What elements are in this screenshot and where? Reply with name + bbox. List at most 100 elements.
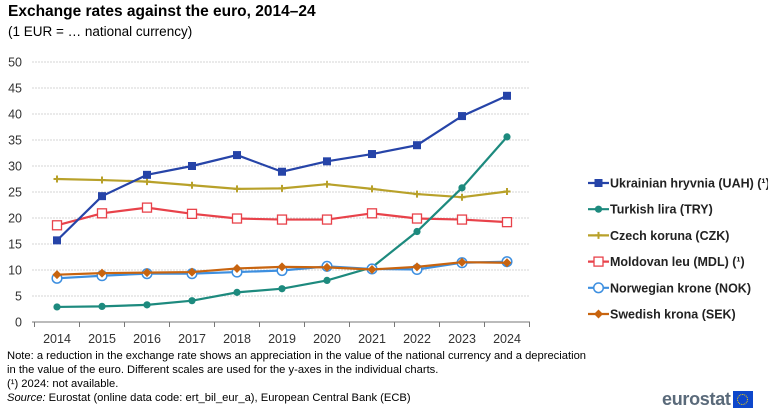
- eurostat-logo: eurostat: [662, 389, 753, 410]
- legend-marker: [592, 282, 605, 294]
- data-point: [456, 214, 468, 225]
- chart-notes: Note: a reduction in the exchange rate s…: [7, 349, 587, 405]
- data-point: [367, 264, 377, 274]
- legend-marker: [594, 309, 603, 319]
- footnote-text: (¹) 2024: not available.: [7, 378, 119, 390]
- data-point: [143, 170, 151, 179]
- data-point: [278, 167, 286, 176]
- y-tick-label: 20: [8, 212, 22, 226]
- x-tick-label: 2014: [43, 332, 71, 346]
- legend-label: Norwegian krone (NOK): [610, 281, 751, 295]
- data-point: [186, 208, 198, 219]
- data-point: [188, 162, 196, 170]
- data-point: [52, 270, 62, 280]
- source-line: Source: Eurostat (online data code: ert_…: [7, 391, 587, 405]
- data-point: [368, 185, 376, 193]
- data-point: [412, 262, 422, 272]
- legend-label: Moldovan leu (MDL) (¹): [610, 255, 745, 269]
- y-tick-label: 15: [8, 238, 22, 252]
- source-label: Source:: [7, 392, 46, 404]
- x-tick-label: 2024: [493, 332, 521, 346]
- legend-label: Swedish krona (SEK): [610, 308, 736, 322]
- data-point: [142, 268, 152, 278]
- y-tick-label: 45: [8, 82, 22, 96]
- legend-label: Ukrainian hryvnia (UAH) (¹): [610, 177, 768, 191]
- data-point: [233, 151, 241, 160]
- data-point: [502, 258, 512, 268]
- data-point: [503, 133, 511, 141]
- logo-text: eurostat: [662, 389, 731, 409]
- y-tick-label: 40: [8, 108, 22, 122]
- data-point: [187, 267, 197, 277]
- data-point: [503, 91, 511, 100]
- data-point: [458, 193, 466, 201]
- chart-subtitle: (1 EUR = … national currency): [8, 24, 193, 39]
- data-point: [458, 184, 466, 192]
- x-tick-label: 2016: [133, 332, 161, 346]
- x-tick-label: 2019: [268, 332, 296, 346]
- chart-title: Exchange rates against the euro, 2014–24: [8, 3, 316, 20]
- data-point: [53, 236, 61, 245]
- data-point: [276, 214, 288, 225]
- y-tick-label: 35: [8, 134, 22, 148]
- data-point: [51, 220, 63, 231]
- x-tick-label: 2022: [403, 332, 431, 346]
- legend-marker: [594, 205, 603, 213]
- data-point: [98, 192, 106, 201]
- data-point: [53, 303, 61, 311]
- data-point: [98, 302, 106, 310]
- data-point: [366, 208, 378, 219]
- x-tick-label: 2023: [448, 332, 476, 346]
- data-point: [96, 208, 108, 219]
- y-tick-label: 5: [15, 290, 22, 304]
- data-point: [188, 181, 196, 189]
- data-point: [413, 190, 421, 198]
- eu-flag-icon: [732, 391, 753, 408]
- data-point: [143, 178, 151, 186]
- data-point: [411, 213, 423, 224]
- data-point: [233, 288, 241, 296]
- x-tick-label: 2018: [223, 332, 251, 346]
- data-point: [141, 202, 153, 213]
- x-tick-label: 2020: [313, 332, 341, 346]
- data-point: [323, 180, 331, 188]
- data-point: [278, 184, 286, 192]
- data-point: [231, 213, 243, 224]
- x-tick-label: 2015: [88, 332, 116, 346]
- legend-marker: [594, 179, 603, 187]
- data-point: [53, 175, 61, 183]
- legend-marker: [595, 231, 602, 239]
- data-point: [323, 157, 331, 166]
- legend-marker: [593, 256, 604, 267]
- legend-label: Czech koruna (CZK): [610, 229, 729, 243]
- data-point: [413, 227, 421, 236]
- x-tick-label: 2021: [358, 332, 386, 346]
- y-tick-label: 50: [8, 56, 22, 70]
- y-tick-label: 30: [8, 160, 22, 174]
- data-point: [233, 185, 241, 193]
- note-text: Note: a reduction in the exchange rate s…: [7, 350, 587, 376]
- y-tick-label: 25: [8, 186, 22, 200]
- data-point: [503, 187, 511, 195]
- data-point: [143, 301, 151, 309]
- data-point: [188, 297, 196, 305]
- data-point: [323, 276, 331, 284]
- legend-label: Turkish lira (TRY): [610, 203, 713, 217]
- data-point: [322, 262, 332, 272]
- data-point: [368, 150, 376, 159]
- data-point: [501, 217, 513, 228]
- data-point: [277, 262, 287, 272]
- y-tick-label: 10: [8, 264, 22, 278]
- y-tick-label: 0: [15, 316, 22, 330]
- data-point: [457, 257, 467, 267]
- data-point: [278, 285, 286, 293]
- data-point: [98, 176, 106, 184]
- data-point: [232, 263, 242, 273]
- data-point: [413, 141, 421, 150]
- data-point: [458, 112, 466, 121]
- x-tick-label: 2017: [178, 332, 206, 346]
- source-text: Eurostat (online data code: ert_bil_eur_…: [45, 392, 411, 404]
- data-point: [321, 214, 333, 225]
